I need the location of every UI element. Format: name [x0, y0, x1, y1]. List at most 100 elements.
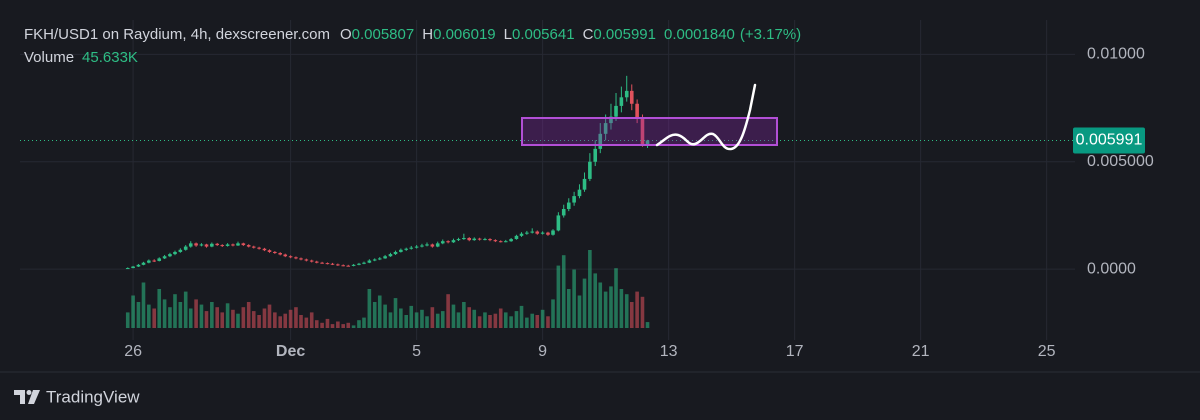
volume-bar — [566, 289, 571, 328]
candle-body — [530, 231, 535, 233]
volume-bar — [367, 289, 372, 328]
candle-body — [199, 244, 204, 246]
candle-body — [462, 237, 466, 240]
volume-bar — [131, 295, 135, 328]
volume-bar — [514, 311, 519, 328]
candle-body — [588, 161, 592, 179]
volume-bar — [640, 296, 645, 328]
volume-bar — [588, 250, 592, 328]
volume-bar — [168, 307, 172, 328]
volume-bar — [246, 302, 251, 328]
candle-body — [420, 245, 424, 247]
y-tick-label: 0.005000 — [1087, 153, 1154, 170]
volume-bar — [377, 295, 382, 328]
volume-bar — [645, 322, 650, 328]
volume-bar — [362, 317, 366, 328]
candle-body — [246, 245, 251, 247]
high-value: 0.006019 — [433, 26, 496, 43]
candle-body — [188, 243, 193, 247]
candle-body — [362, 262, 366, 264]
candle-body — [351, 264, 356, 266]
ohlc-label: O — [340, 26, 352, 43]
candle-body — [456, 239, 461, 241]
candle-body — [178, 249, 183, 252]
candle-body — [183, 246, 188, 250]
candle-body — [404, 248, 409, 250]
volume-bar — [503, 312, 508, 328]
volume-bar — [488, 315, 492, 328]
volume-bar — [593, 273, 598, 328]
volume-bar — [225, 303, 230, 328]
ohlc-label: C — [583, 26, 594, 43]
volume-bar — [629, 302, 634, 328]
volume-bar — [446, 294, 450, 328]
x-tick-label: 21 — [912, 343, 930, 360]
candle-body — [304, 259, 309, 261]
candle-body — [152, 260, 156, 262]
volume-bar — [231, 309, 235, 328]
volume-layer — [125, 250, 650, 328]
volume-bar — [477, 316, 482, 328]
candle-body — [283, 254, 288, 257]
candle-body — [173, 251, 177, 255]
candle-body — [367, 260, 372, 263]
candle-body — [215, 243, 220, 246]
candle-body — [294, 257, 298, 259]
volume-bar — [199, 304, 204, 328]
volume-bar — [278, 316, 283, 328]
volume-bar — [409, 305, 414, 328]
candle-body — [498, 241, 503, 243]
candle-body — [435, 243, 440, 247]
candle-body — [141, 262, 146, 265]
volume-bar — [483, 312, 487, 328]
candle-body — [503, 241, 508, 243]
candle-body — [325, 263, 330, 265]
volume-bar — [603, 291, 608, 328]
candle-body — [566, 202, 571, 209]
volume-bar — [188, 308, 193, 328]
candle-body — [551, 230, 555, 235]
candle-body — [346, 265, 351, 267]
volume-bar — [509, 316, 513, 328]
volume-bar — [493, 313, 498, 328]
grid — [20, 20, 1075, 340]
volume-bar — [147, 304, 151, 328]
volume-bar — [399, 308, 403, 328]
volume-bar — [267, 304, 272, 328]
volume-bar — [178, 302, 183, 328]
candle-body — [556, 215, 561, 231]
candle-body — [288, 256, 293, 258]
volume-bar — [220, 312, 225, 328]
x-tick-label: 5 — [412, 343, 421, 360]
volume-bar — [157, 289, 162, 328]
candle-body — [629, 90, 634, 104]
ohlc-label: L — [504, 26, 512, 43]
volume-bar — [262, 308, 267, 328]
volume-bar — [204, 311, 209, 328]
volume-bar — [546, 316, 550, 328]
candle-body — [525, 232, 529, 234]
candle-body — [577, 189, 582, 197]
volume-bar — [288, 309, 293, 328]
volume-value: 45.633K — [82, 49, 138, 66]
volume-bar — [435, 313, 440, 328]
volume-bar — [304, 317, 309, 328]
candle-body — [330, 263, 335, 265]
volume-bar — [530, 313, 535, 328]
last-price-box — [1073, 127, 1145, 154]
volume-bar — [309, 312, 314, 328]
open-value: 0.005807 — [352, 26, 415, 43]
candle-body — [614, 105, 618, 117]
low-value: 0.005641 — [512, 26, 575, 43]
volume-bar — [498, 308, 503, 328]
x-tick-label: 25 — [1038, 343, 1056, 360]
volume-bar — [320, 322, 324, 328]
volume-bar — [299, 315, 303, 328]
candle-body — [320, 262, 324, 264]
volume-bar — [598, 282, 603, 328]
volume-bar — [357, 320, 361, 328]
x-tick-label: 17 — [786, 343, 804, 360]
candle-body — [609, 116, 613, 124]
